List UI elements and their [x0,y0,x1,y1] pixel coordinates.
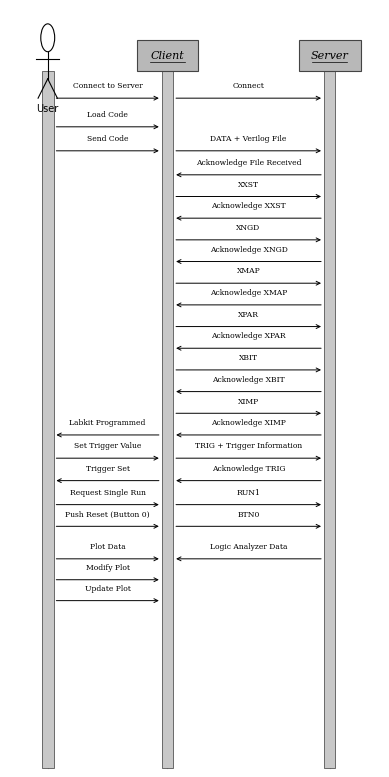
Text: XPAR: XPAR [238,311,259,319]
Text: Set Trigger Value: Set Trigger Value [74,442,141,451]
Text: Server: Server [311,51,349,61]
Text: TRIG + Trigger Information: TRIG + Trigger Information [195,442,302,451]
Text: Trigger Set: Trigger Set [86,465,130,473]
Text: Request Single Run: Request Single Run [70,489,145,497]
Text: Acknowledge XMAP: Acknowledge XMAP [210,289,287,297]
Text: XXST: XXST [238,181,259,189]
Bar [299,40,361,71]
Text: Logic Analyzer Data: Logic Analyzer Data [210,543,287,551]
Text: XNGD: XNGD [237,224,261,232]
Text: Client: Client [151,51,184,61]
Text: BTN0: BTN0 [237,510,260,518]
Text: Push Reset (Button 0): Push Reset (Button 0) [65,510,150,518]
Text: Load Code: Load Code [87,111,128,119]
Bar [162,71,173,768]
Text: User: User [37,103,59,113]
Text: Connect: Connect [233,82,265,90]
Text: Acknowledge XIMP: Acknowledge XIMP [211,420,286,427]
Text: Update Plot: Update Plot [85,585,131,593]
Text: Acknowledge XXST: Acknowledge XXST [211,203,286,211]
Text: XIMP: XIMP [238,398,259,406]
Circle shape [41,24,55,52]
Text: DATA + Verilog File: DATA + Verilog File [210,135,287,143]
Text: XMAP: XMAP [237,267,261,276]
Text: Plot Data: Plot Data [90,543,126,551]
Text: Acknowledge TRIG: Acknowledge TRIG [212,465,285,473]
Text: Labkit Programmed: Labkit Programmed [69,420,146,427]
Text: RUN1: RUN1 [237,489,261,497]
Bar [324,71,335,768]
Text: XBIT: XBIT [239,354,258,362]
Text: Acknowledge XBIT: Acknowledge XBIT [212,376,285,384]
Text: Send Code: Send Code [87,135,128,143]
Text: Modify Plot: Modify Plot [86,564,130,572]
Text: Acknowledge File Received: Acknowledge File Received [196,159,301,167]
Text: Connect to Server: Connect to Server [73,82,142,90]
Text: Acknowledge XNGD: Acknowledge XNGD [210,246,287,254]
Text: Acknowledge XPAR: Acknowledge XPAR [211,333,286,340]
Bar [137,40,198,71]
Bar [42,71,54,768]
